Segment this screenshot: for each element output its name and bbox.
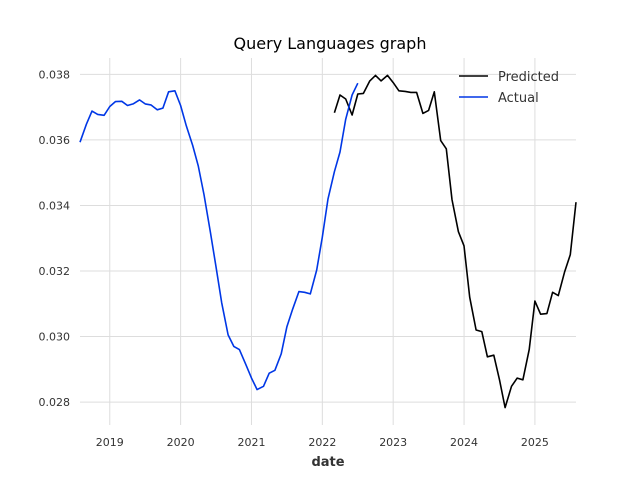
y-tick-label: 0.030: [39, 331, 71, 344]
series-line-actual: [79, 82, 359, 391]
x-tick-label: 2024: [450, 436, 478, 449]
x-tick-label: 2019: [96, 436, 124, 449]
series-lines: [79, 74, 577, 409]
y-axis-ticks: 0.028 0.030 0.032 0.034 0.036 0.038: [39, 68, 71, 409]
y-tick-label: 0.032: [39, 265, 71, 278]
grid: [80, 58, 576, 425]
x-tick-label: 2021: [237, 436, 265, 449]
y-tick-label: 0.036: [39, 134, 71, 147]
y-tick-label: 0.028: [39, 396, 71, 409]
series-line-predicted: [333, 74, 577, 409]
legend-label-predicted: Predicted: [498, 70, 559, 85]
x-axis-ticks: 2019 2020 2021 2022 2023 2024 2025: [96, 436, 549, 449]
legend-label-actual: Actual: [498, 91, 539, 106]
x-tick-label: 2023: [379, 436, 407, 449]
y-tick-label: 0.038: [39, 68, 71, 81]
y-tick-label: 0.034: [39, 199, 71, 212]
x-tick-label: 2022: [308, 436, 336, 449]
x-tick-label: 2020: [167, 436, 195, 449]
legend: Predicted Actual: [459, 70, 559, 106]
x-tick-label: 2025: [521, 436, 549, 449]
chart-title: Query Languages graph: [234, 34, 427, 53]
x-axis-label: date: [311, 455, 344, 470]
